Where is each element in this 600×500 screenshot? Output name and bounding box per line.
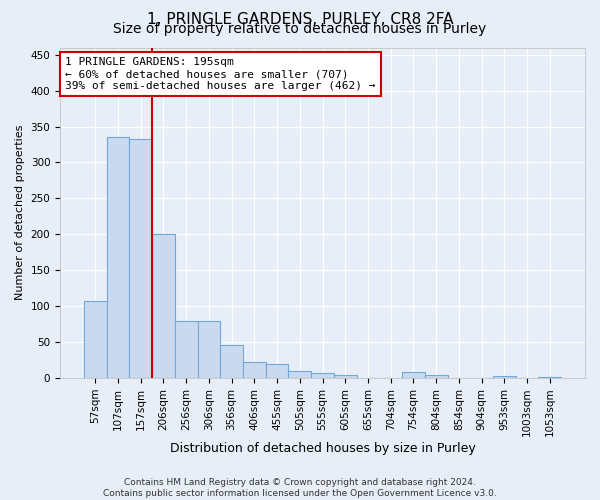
Bar <box>266 364 289 378</box>
Text: 1, PRINGLE GARDENS, PURLEY, CR8 2FA: 1, PRINGLE GARDENS, PURLEY, CR8 2FA <box>147 12 453 28</box>
Bar <box>538 376 561 378</box>
Bar <box>425 374 448 378</box>
Bar <box>243 362 266 378</box>
Bar <box>311 373 334 378</box>
Text: Contains HM Land Registry data © Crown copyright and database right 2024.
Contai: Contains HM Land Registry data © Crown c… <box>103 478 497 498</box>
Bar <box>152 234 175 378</box>
Bar <box>493 376 515 378</box>
Bar <box>107 138 130 378</box>
Bar <box>175 320 197 378</box>
Bar <box>402 372 425 378</box>
Y-axis label: Number of detached properties: Number of detached properties <box>15 125 25 300</box>
Bar <box>334 374 356 378</box>
Text: 1 PRINGLE GARDENS: 195sqm
← 60% of detached houses are smaller (707)
39% of semi: 1 PRINGLE GARDENS: 195sqm ← 60% of detac… <box>65 58 376 90</box>
X-axis label: Distribution of detached houses by size in Purley: Distribution of detached houses by size … <box>170 442 475 455</box>
Text: Size of property relative to detached houses in Purley: Size of property relative to detached ho… <box>113 22 487 36</box>
Bar <box>197 320 220 378</box>
Bar <box>130 140 152 378</box>
Bar <box>84 301 107 378</box>
Bar <box>220 345 243 378</box>
Bar <box>289 371 311 378</box>
